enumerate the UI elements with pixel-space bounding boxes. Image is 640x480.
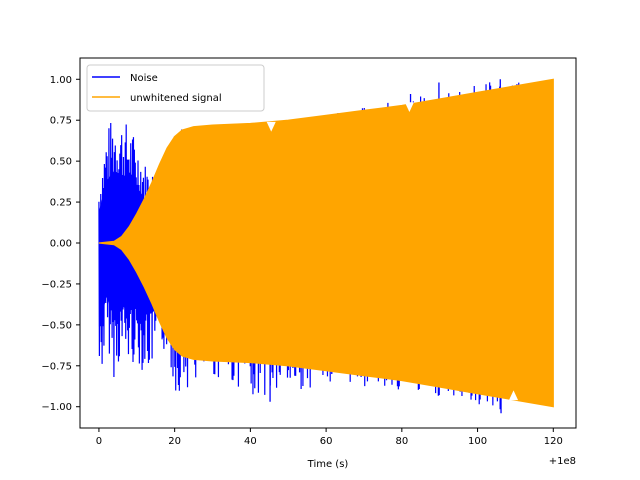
- x-axis-label: Time (s): [307, 459, 349, 470]
- signal-notch: [404, 102, 414, 113]
- x-tick-label: 120: [544, 436, 563, 447]
- y-tick-label: 0.00: [50, 239, 72, 250]
- legend-entry: unwhitened signal: [130, 93, 222, 104]
- y-tick-label: 0.50: [50, 157, 72, 168]
- y-tick-label: −0.75: [41, 361, 72, 372]
- y-tick-label: 0.75: [50, 116, 72, 127]
- legend-box: [86, 64, 265, 112]
- y-tick-label: −1.00: [41, 402, 72, 413]
- signal-notch: [508, 390, 519, 401]
- y-tick-label: −0.25: [41, 279, 72, 290]
- y-tick-label: 0.25: [50, 198, 72, 209]
- signal-band: [98, 78, 554, 408]
- x-tick-label: 40: [244, 436, 257, 447]
- legend-entry: Noise: [130, 73, 158, 84]
- x-tick-label: 100: [468, 436, 487, 447]
- y-axis: 1.00 0.75 0.50 0.25 0.00 −0.25 −0.50 −0.75 −1.00: [41, 75, 80, 413]
- y-tick-label: 1.00: [50, 75, 72, 86]
- x-tick-label: 20: [168, 436, 181, 447]
- x-offset-label: +1e8: [549, 456, 576, 467]
- signal-notch: [266, 121, 276, 132]
- signal-series: [98, 78, 554, 408]
- legend: Noise unwhitened signal: [86, 64, 265, 112]
- x-tick-label: 80: [395, 436, 408, 447]
- x-tick-label: 60: [320, 436, 333, 447]
- x-axis: 0 20 40 60 80 100 120: [96, 428, 563, 447]
- y-tick-label: −0.50: [41, 320, 72, 331]
- x-tick-label: 0: [96, 436, 102, 447]
